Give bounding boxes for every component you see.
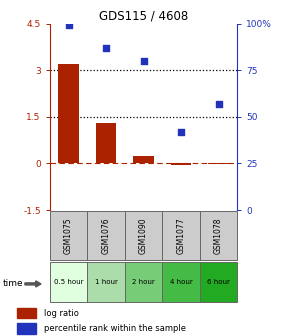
- Bar: [96, 123, 116, 163]
- Bar: [58, 64, 79, 163]
- Text: 1 hour: 1 hour: [95, 279, 117, 285]
- Bar: [162, 211, 200, 260]
- Text: GSM1076: GSM1076: [102, 217, 110, 254]
- Text: 6 hour: 6 hour: [207, 279, 230, 285]
- Text: 4 hour: 4 hour: [170, 279, 193, 285]
- Bar: [133, 156, 154, 163]
- Text: GSM1075: GSM1075: [64, 217, 73, 254]
- Point: [141, 58, 146, 64]
- Text: log ratio: log ratio: [44, 309, 79, 318]
- Bar: [50, 211, 87, 260]
- Text: 2 hour: 2 hour: [132, 279, 155, 285]
- Bar: [171, 163, 191, 165]
- Point: [104, 45, 108, 50]
- Bar: [200, 262, 237, 302]
- Bar: [162, 262, 200, 302]
- Text: percentile rank within the sample: percentile rank within the sample: [44, 324, 186, 333]
- Point: [216, 101, 221, 107]
- Title: GDS115 / 4608: GDS115 / 4608: [99, 9, 188, 23]
- Point: [66, 23, 71, 28]
- Bar: [87, 262, 125, 302]
- Bar: [87, 211, 125, 260]
- Text: GSM1078: GSM1078: [214, 217, 223, 254]
- Text: GSM1090: GSM1090: [139, 217, 148, 254]
- Text: GSM1077: GSM1077: [177, 217, 185, 254]
- Bar: [125, 211, 162, 260]
- Text: 0.5 hour: 0.5 hour: [54, 279, 83, 285]
- Bar: [200, 211, 237, 260]
- Bar: [125, 262, 162, 302]
- Point: [179, 129, 183, 134]
- Text: time: time: [3, 280, 23, 288]
- Bar: [50, 262, 87, 302]
- Bar: [17, 323, 36, 334]
- Bar: [17, 308, 36, 319]
- Bar: [208, 163, 229, 164]
